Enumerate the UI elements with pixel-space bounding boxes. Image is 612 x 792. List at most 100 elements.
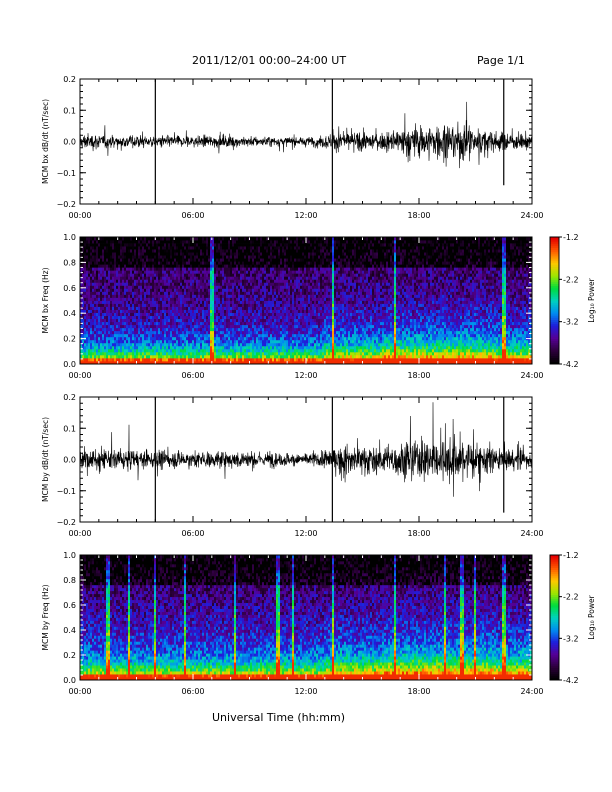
heat-cell [252,267,255,271]
heat-cell [252,255,255,259]
heat-cell [86,237,89,241]
heat-cell [254,327,257,332]
heat-cell [166,327,169,332]
x-tick-label: 00:00 [68,211,91,220]
heat-cell [120,285,123,289]
heat-cell [292,330,295,335]
heat-cell [106,300,109,304]
heat-cell [118,342,121,347]
heat-cell [100,339,103,344]
heat-cell [86,327,89,332]
heat-cell [224,270,227,274]
heat-cell [230,261,233,265]
heat-cell [262,318,265,323]
heat-cell [90,291,93,295]
heat-cell [186,255,189,259]
heat-cell [304,300,307,304]
heat-cell [190,303,193,307]
heat-cell [84,309,87,313]
heat-cell [130,321,133,326]
heat-cell [300,336,303,341]
heat-cell [98,306,101,310]
heat-cell [294,249,297,253]
heat-cell [132,288,135,292]
heat-cell [120,354,123,359]
heat-cell [112,252,115,256]
heat-cell [112,240,115,244]
heat-cell [132,354,135,359]
heat-cell [274,267,277,271]
heat-cell [164,351,167,356]
heat-cell [220,276,223,280]
heat-cell [90,255,93,259]
heat-cell [100,351,103,356]
heat-cell [174,264,177,268]
heat-cell [196,279,199,283]
heat-cell [302,360,305,365]
heat-cell [258,270,261,274]
heat-cell [210,246,213,250]
heat-cell [142,345,145,350]
heat-cell [268,249,271,253]
heat-cell [264,330,267,335]
heat-cell [194,342,197,347]
heat-cell [300,294,303,298]
heat-cell [284,261,287,265]
heat-cell [158,327,161,332]
heat-cell [274,324,277,329]
heat-cell [112,270,115,274]
heat-cell [224,336,227,341]
heat-cell [266,291,269,295]
heat-cell [262,273,265,277]
heat-cell [256,279,259,283]
heat-cell [134,339,137,344]
heat-cell [164,288,167,292]
heat-cell [300,354,303,359]
heat-cell [226,276,229,280]
heat-cell [226,330,229,335]
heat-cell [136,345,139,350]
heat-cell [146,354,149,359]
heat-cell [80,288,83,292]
heat-cell [298,318,301,323]
heat-cell [108,336,111,341]
heat-cell [254,315,257,320]
heat-cell [148,342,151,347]
heat-cell [126,327,129,332]
heat-cell [150,252,153,256]
heat-cell [284,324,287,329]
heat-cell [102,288,105,292]
heat-cell [166,321,169,326]
heat-cell [196,294,199,298]
heat-cell [248,324,251,329]
heat-cell [162,279,165,283]
heat-cell [282,303,285,307]
heat-cell [218,252,221,256]
heat-cell [238,339,241,344]
heat-cell [286,279,289,283]
heat-cell [232,309,235,313]
heat-cell [184,237,187,241]
heat-cell [154,252,157,256]
heat-cell [160,309,163,313]
heat-cell [232,249,235,253]
heat-cell [162,312,165,317]
heat-cell [194,279,197,283]
heat-cell [242,276,245,280]
heat-cell [132,291,135,295]
heat-cell [104,321,107,326]
heat-cell [214,300,217,304]
heat-cell [274,270,277,274]
heat-cell [302,345,305,350]
heat-cell [188,288,191,292]
heat-cell [178,315,181,320]
heat-cell [182,294,185,298]
heat-cell [112,351,115,356]
heat-cell [150,258,153,262]
heat-cell [104,342,107,347]
heat-cell [120,291,123,295]
heat-cell [280,309,283,313]
heat-cell [290,273,293,277]
heat-cell [198,288,201,292]
heat-cell [204,285,207,289]
